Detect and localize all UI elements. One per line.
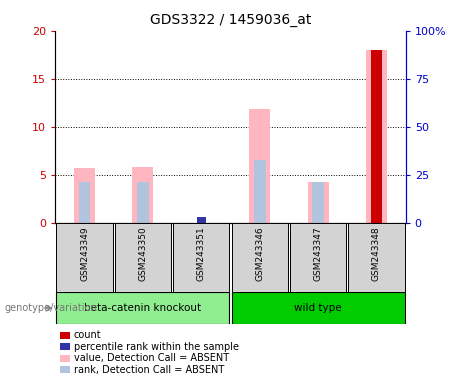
Text: GSM243346: GSM243346 xyxy=(255,226,264,281)
Bar xyxy=(249,109,270,223)
FancyBboxPatch shape xyxy=(57,223,112,292)
Bar xyxy=(132,167,154,223)
Bar xyxy=(79,182,90,223)
FancyBboxPatch shape xyxy=(232,223,288,292)
Title: GDS3322 / 1459036_at: GDS3322 / 1459036_at xyxy=(150,13,311,27)
Bar xyxy=(74,168,95,223)
FancyBboxPatch shape xyxy=(57,292,229,324)
FancyBboxPatch shape xyxy=(232,292,404,324)
Text: count: count xyxy=(74,330,101,340)
Text: value, Detection Call = ABSENT: value, Detection Call = ABSENT xyxy=(74,353,229,363)
FancyBboxPatch shape xyxy=(349,223,404,292)
Bar xyxy=(312,182,324,223)
Text: GSM243351: GSM243351 xyxy=(197,226,206,281)
Text: rank, Detection Call = ABSENT: rank, Detection Call = ABSENT xyxy=(74,365,224,375)
Bar xyxy=(137,182,149,223)
Text: GSM243350: GSM243350 xyxy=(138,226,148,281)
Bar xyxy=(197,217,206,223)
Text: GSM243347: GSM243347 xyxy=(313,226,323,281)
Text: wild type: wild type xyxy=(294,303,342,313)
Bar xyxy=(371,50,382,223)
FancyBboxPatch shape xyxy=(115,223,171,292)
FancyBboxPatch shape xyxy=(173,223,229,292)
Text: GSM243348: GSM243348 xyxy=(372,226,381,281)
Text: beta-catenin knockout: beta-catenin knockout xyxy=(84,303,201,313)
Bar xyxy=(307,182,329,223)
Text: GSM243349: GSM243349 xyxy=(80,226,89,281)
Bar xyxy=(254,161,266,223)
Bar xyxy=(372,146,381,223)
Text: percentile rank within the sample: percentile rank within the sample xyxy=(74,342,239,352)
Text: genotype/variation: genotype/variation xyxy=(5,303,97,313)
Bar xyxy=(366,50,387,223)
FancyBboxPatch shape xyxy=(290,223,346,292)
